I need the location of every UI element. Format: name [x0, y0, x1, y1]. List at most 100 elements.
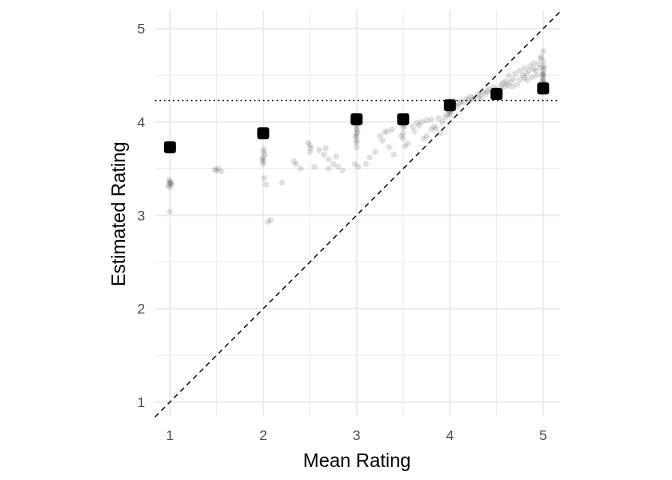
data-point — [400, 130, 407, 137]
data-point — [259, 156, 266, 163]
data-point — [213, 167, 220, 174]
x-tick-label: 2 — [259, 427, 267, 443]
data-point — [514, 81, 521, 88]
y-tick-label: 2 — [137, 301, 145, 317]
highlight-point — [397, 113, 410, 126]
data-point — [168, 181, 175, 188]
data-point — [362, 161, 369, 167]
data-point — [432, 125, 439, 132]
data-point — [305, 139, 312, 146]
data-point — [509, 83, 516, 90]
data-point — [540, 48, 547, 55]
data-point — [539, 71, 546, 78]
data-point — [414, 119, 421, 126]
y-axis-title: Estimated Rating — [109, 142, 130, 287]
x-tick-label: 4 — [446, 427, 454, 443]
data-point — [166, 208, 173, 215]
reference-lines — [154, 11, 561, 418]
data-point — [435, 115, 442, 122]
highlight-point — [537, 82, 550, 95]
data-point — [498, 81, 505, 88]
x-tick-label: 1 — [166, 427, 174, 443]
data-point — [521, 75, 528, 82]
data-point — [260, 148, 267, 155]
data-point — [444, 111, 451, 118]
data-point — [456, 100, 463, 107]
identity-dashed-line — [154, 11, 561, 418]
data-point — [458, 98, 465, 105]
y-tick-label: 1 — [137, 394, 145, 410]
data-point — [409, 123, 416, 130]
x-tick-label: 3 — [353, 427, 361, 443]
data-point — [512, 70, 519, 77]
data-point — [516, 67, 523, 74]
data-point — [540, 74, 547, 81]
data-point — [389, 126, 396, 133]
data-point — [262, 151, 269, 158]
data-point — [400, 135, 407, 142]
data-point — [376, 133, 383, 139]
data-point — [530, 65, 537, 72]
highlight-point — [257, 127, 270, 140]
data-point — [379, 137, 386, 144]
data-point — [261, 146, 268, 153]
data-point — [541, 64, 548, 71]
data-point — [384, 128, 391, 135]
data-point — [502, 77, 509, 84]
data-point — [431, 123, 438, 130]
data-point — [330, 161, 337, 167]
data-point — [467, 93, 474, 100]
data-point — [535, 61, 542, 68]
data-point — [353, 130, 360, 137]
data-point — [311, 163, 318, 170]
data-point — [423, 133, 430, 139]
data-point — [482, 91, 489, 97]
data-point — [398, 133, 405, 139]
data-point — [167, 179, 174, 186]
data-point — [353, 126, 360, 133]
y-tick-label: 3 — [137, 207, 145, 223]
data-point — [476, 92, 483, 99]
data-point — [416, 122, 423, 129]
data-point — [402, 143, 409, 150]
data-point — [428, 126, 435, 133]
data-point — [530, 60, 537, 67]
data-point — [218, 168, 225, 175]
data-point — [166, 180, 173, 187]
data-point — [532, 67, 539, 74]
data-point — [540, 77, 547, 83]
data-point — [529, 74, 536, 81]
data-point — [211, 166, 218, 173]
data-point — [260, 154, 267, 161]
data-point — [278, 179, 285, 186]
data-point — [325, 165, 332, 172]
data-point — [470, 94, 477, 101]
data-point — [420, 135, 427, 142]
data-point — [372, 148, 379, 155]
data-point — [463, 95, 470, 102]
data-point — [439, 119, 446, 125]
data-point — [297, 165, 304, 172]
data-point — [267, 217, 274, 223]
data-point — [264, 218, 271, 225]
y-tick-labels: 1 2 3 4 5 — [137, 21, 145, 410]
data-point — [524, 77, 531, 83]
data-point — [165, 176, 172, 183]
data-point — [353, 139, 360, 146]
data-point — [442, 114, 449, 121]
data-point — [260, 158, 267, 165]
data-point — [437, 130, 444, 137]
data-point — [484, 88, 491, 95]
data-point — [540, 67, 547, 74]
data-point — [540, 63, 547, 69]
data-point — [537, 64, 544, 71]
x-tick-label: 5 — [539, 427, 547, 443]
data-point — [353, 133, 360, 139]
data-point — [502, 83, 509, 90]
data-point — [510, 76, 517, 83]
data-point — [351, 161, 358, 167]
data-point — [400, 124, 407, 131]
data-point — [527, 63, 534, 69]
data-point — [339, 167, 346, 174]
